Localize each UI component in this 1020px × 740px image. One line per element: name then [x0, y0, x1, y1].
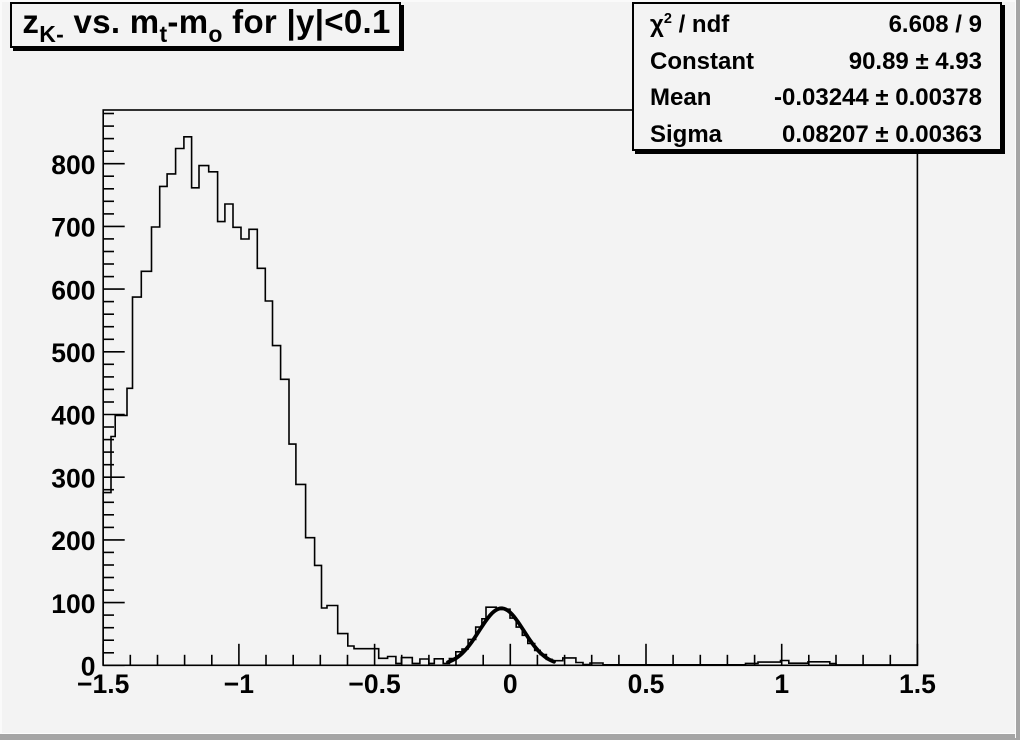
- svg-text:800: 800: [51, 150, 95, 180]
- svg-text:1: 1: [774, 669, 789, 699]
- svg-text:500: 500: [51, 338, 95, 368]
- svg-text:100: 100: [51, 589, 95, 619]
- svg-text:−1: −1: [224, 669, 254, 699]
- svg-text:700: 700: [51, 213, 95, 243]
- svg-text:0: 0: [81, 652, 96, 682]
- svg-text:400: 400: [51, 401, 95, 431]
- svg-text:600: 600: [51, 275, 95, 305]
- svg-text:200: 200: [51, 526, 95, 556]
- svg-text:300: 300: [51, 463, 95, 493]
- svg-text:1.5: 1.5: [899, 669, 936, 699]
- svg-text:0: 0: [503, 669, 518, 699]
- svg-text:−0.5: −0.5: [348, 669, 400, 699]
- svg-text:0.5: 0.5: [628, 669, 665, 699]
- svg-text:−1.5: −1.5: [77, 669, 129, 699]
